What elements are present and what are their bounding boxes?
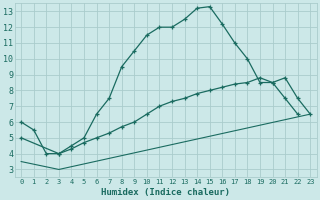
X-axis label: Humidex (Indice chaleur): Humidex (Indice chaleur) (101, 188, 230, 197)
